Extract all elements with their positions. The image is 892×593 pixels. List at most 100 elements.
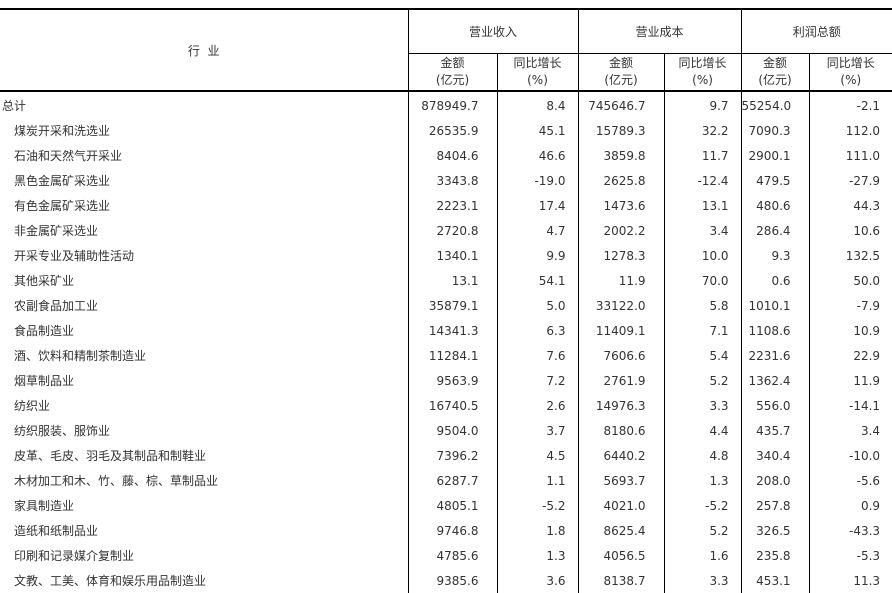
revenue-growth: 1.3 [496,543,579,568]
profit-amount: 208.0 [740,468,810,493]
profit-amount: 1010.1 [740,293,810,318]
profit-growth: -7.9 [808,293,892,318]
profit-growth: -5.3 [808,543,892,568]
industry-name: 开采专业及辅助性活动 [14,249,135,263]
table-row: 文教、工美、体育和娱乐用品制造业 9385.6 3.6 8138.7 3.3 453.1 1… [0,568,892,593]
industry-name: 纺织服装、服饰业 [14,424,111,438]
table-body: 总计 878949.7 8.4 745646.7 9.7 55254.0 -2.1 煤炭开采和… [0,91,892,593]
cost-amount: 4021.0 [577,493,665,518]
industry-name: 石油和天然气开采业 [14,149,123,163]
industry-name: 烟草制品业 [14,374,75,388]
cost-growth: 3.4 [663,218,742,243]
table-row: 印刷和记录媒介复制业 4785.6 1.3 4056.5 1.6 235.8 -5.3 [0,543,892,568]
profit-amount: 2900.1 [740,143,810,168]
revenue-growth: 1.8 [496,518,579,543]
profit-growth: 10.9 [808,318,892,343]
table-row: 开采专业及辅助性活动 1340.1 9.9 1278.3 10.0 9.3 132.5 [0,243,892,268]
profit-amount: 0.6 [740,268,810,293]
revenue-amount: 4785.6 [407,543,497,568]
table-row: 皮革、毛皮、羽毛及其制品和制鞋业 7396.2 4.5 6440.2 4.8 340.4-… [0,443,892,468]
cost-growth: 5.8 [663,293,742,318]
profit-amount: 479.5 [740,168,810,193]
revenue-growth: 45.1 [496,118,579,143]
profit-amount: 1362.4 [740,368,810,393]
cost-amount: 2002.2 [577,218,665,243]
profit-amount: 556.0 [740,393,810,418]
amount-header-label: 金额 [763,56,788,70]
revenue-amount: 878949.7 [407,91,497,118]
revenue-growth: 1.1 [496,468,579,493]
cost-growth: -12.4 [663,168,742,193]
industry-name: 家具制造业 [14,499,75,513]
profit-amount: 2231.6 [740,343,810,368]
cost-growth: 13.1 [663,193,742,218]
cost-growth: 11.7 [663,143,742,168]
cost-growth: 7.1 [663,318,742,343]
profit-growth: 0.9 [808,493,892,518]
revenue-growth: -5.2 [496,493,579,518]
revenue-amount: 2720.8 [407,218,497,243]
cost-growth: 4.8 [663,443,742,468]
profit-growth: 112.0 [808,118,892,143]
total-row: 总计 878949.7 8.4 745646.7 9.7 55254.0 -2.1 [0,91,892,118]
industry-name: 农副食品加工业 [14,299,99,313]
table-row: 纺织业 16740.5 2.6 14976.3 3.3 556.0 -14.1 [0,393,892,418]
revenue-amount: 9385.6 [407,568,497,593]
revenue-amount: 1340.1 [407,243,497,268]
cost-amount: 2761.9 [577,368,665,393]
cost-header: 营业成本 [577,9,742,54]
cost-growth: 70.0 [663,268,742,293]
revenue-amount: 9563.9 [407,368,497,393]
revenue-amount: 9746.8 [407,518,497,543]
profit-growth: -27.9 [808,168,892,193]
profit-growth: -43.3 [808,518,892,543]
industry-name: 其他采矿业 [14,274,75,288]
revenue-amount: 4805.1 [407,493,497,518]
profit-growth: -2.1 [808,91,892,118]
amount-header-label: 金额 [440,56,465,70]
table-row: 煤炭开采和洗选业 26535.9 45.1 15789.3 32.2 7090.3 112.… [0,118,892,143]
revenue-growth: 4.5 [496,443,579,468]
table-row: 烟草制品业 9563.9 7.2 2761.9 5.2 1362.4 11.9 [0,368,892,393]
amount-header-unit: (亿元) [604,73,638,87]
cost-amount: 7606.6 [577,343,665,368]
cost-growth: 5.2 [663,368,742,393]
revenue-growth: 9.9 [496,243,579,268]
revenue-amount: 7396.2 [407,443,497,468]
cost-amount: 11.9 [577,268,665,293]
profit-growth: 132.5 [808,243,892,268]
revenue-amount: 26535.9 [407,118,497,143]
amount-header-unit: (亿元) [435,73,470,87]
industry-name: 木材加工和木、竹、藤、棕、草制品业 [14,474,219,488]
revenue-amount: 3343.8 [407,168,497,193]
cost-amount: 1278.3 [577,243,665,268]
cost-growth: 9.7 [663,91,742,118]
cost-growth: 5.2 [663,518,742,543]
cost-growth: 3.3 [663,393,742,418]
cost-growth: 3.3 [663,568,742,593]
profit-amount: 235.8 [740,543,810,568]
table-row: 造纸和纸制品业 9746.8 1.8 8625.4 5.2 326.5 -43.3 [0,518,892,543]
growth-header-unit: (%) [527,73,548,87]
cost-growth: 5.4 [663,343,742,368]
profit-amount: 286.4 [740,218,810,243]
profit-growth: 22.9 [808,343,892,368]
profit-amount: 7090.3 [740,118,810,143]
growth-header-unit: (%) [840,73,862,87]
revenue-growth: 5.0 [496,293,579,318]
profit-growth: -10.0 [808,443,892,468]
table-row: 其他采矿业 13.1 54.1 11.9 70.0 0.6 50.0 [0,268,892,293]
cost-amount: 11409.1 [577,318,665,343]
header-row-groups: 行 业 营业收入 营业成本 利润总额 [0,9,892,58]
table-row: 非金属矿采选业 2720.8 4.7 2002.2 3.4 286.4 10.6 [0,218,892,243]
profit-amount: 257.8 [740,493,810,518]
growth-header-label: 同比增长 [513,56,562,70]
revenue-growth: 8.4 [496,91,579,118]
revenue-growth: 2.6 [496,393,579,418]
industry-name: 有色金属矿采选业 [14,199,111,213]
cost-growth: 32.2 [663,118,742,143]
profit-growth: 11.3 [808,568,892,593]
amount-header: 金额 (亿元) [740,53,810,91]
industry-name: 印刷和记录媒介复制业 [14,549,135,563]
profit-amount: 453.1 [740,568,810,593]
